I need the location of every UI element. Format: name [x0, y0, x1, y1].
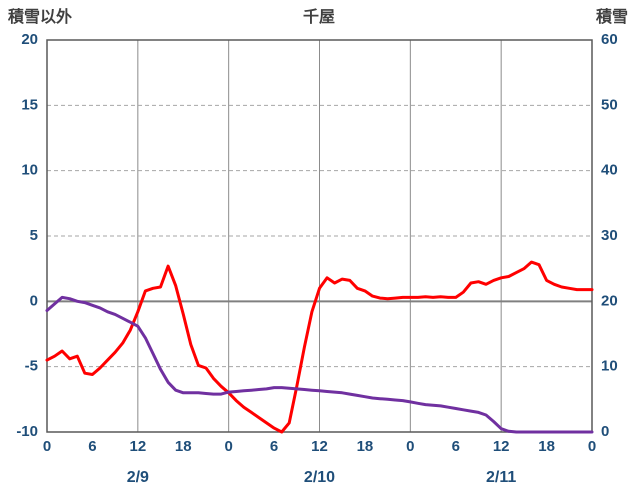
y-right-tick-label: 10	[601, 358, 618, 375]
y-right-tick-label: 60	[601, 31, 618, 48]
chart-title: 千屋	[303, 8, 335, 26]
y-left-tick-label: 0	[30, 292, 38, 309]
y-left-tick-label: 20	[21, 31, 38, 48]
y-right-tick-label: 20	[601, 292, 618, 309]
plot-border	[46, 39, 593, 433]
x-tick-label: 18	[538, 438, 555, 455]
y-left-tick-label: 15	[21, 96, 38, 113]
y-right-tick-label: 30	[601, 227, 618, 244]
y-right-tick-label: 50	[601, 96, 618, 113]
x-tick-label: 6	[452, 438, 460, 455]
x-tick-label: 18	[357, 438, 374, 455]
y-left-tick-label: 10	[21, 162, 38, 179]
x-tick-label: 18	[175, 438, 192, 455]
red-series-line	[45, 260, 594, 434]
y-left-tick-label: -5	[25, 358, 38, 375]
date-label: 2/11	[486, 469, 516, 486]
y-right-tick-label: 0	[601, 423, 609, 440]
y-right-tick-label: 40	[601, 162, 618, 179]
x-tick-label: 12	[493, 438, 510, 455]
x-tick-label: 0	[224, 438, 232, 455]
date-label: 2/10	[304, 469, 335, 486]
y-left-tick-label: -10	[16, 423, 38, 440]
left-axis-title: 積雪以外	[7, 7, 72, 26]
right-axis-title: 積雪	[595, 7, 628, 26]
date-label: 2/9	[127, 469, 149, 486]
x-tick-label: 12	[311, 438, 328, 455]
x-tick-label: 0	[588, 438, 596, 455]
purple-series-line	[45, 295, 594, 434]
x-tick-label: 6	[88, 438, 96, 455]
x-tick-label: 0	[406, 438, 414, 455]
x-tick-label: 0	[43, 438, 51, 455]
y-left-tick-label: 5	[30, 227, 38, 244]
x-tick-label: 12	[129, 438, 146, 455]
x-tick-label: 6	[270, 438, 278, 455]
